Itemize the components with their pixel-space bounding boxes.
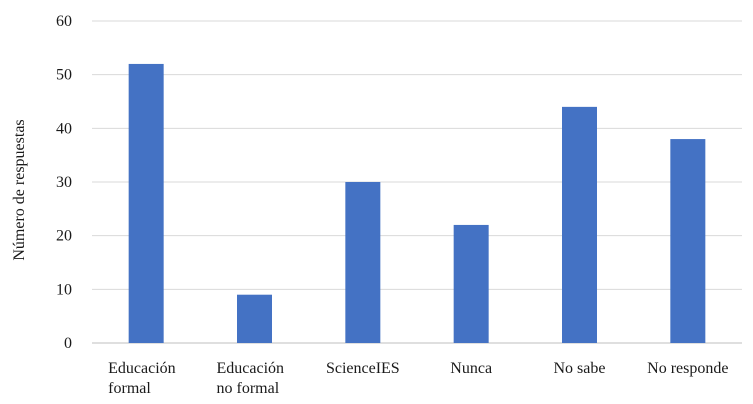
x-category-label-line: Educación <box>217 360 285 377</box>
y-axis-title: Número de respuestas <box>11 119 28 260</box>
y-tick-label: 50 <box>56 67 72 84</box>
x-category-label: Educación no formal <box>217 360 285 397</box>
y-tick-label: 40 <box>56 120 72 137</box>
bar <box>562 106 597 343</box>
x-category-label: ScienceIES <box>326 360 400 377</box>
y-tick-label: 30 <box>56 174 72 191</box>
x-category-label: Educación formal <box>108 360 176 397</box>
x-category-label-line: ScienceIES <box>326 360 400 377</box>
x-category-label: No sabe <box>554 360 606 377</box>
y-axis-ticks: 0 10 20 30 40 50 60 <box>56 13 72 352</box>
x-category-label: Nunca <box>450 360 492 377</box>
bar <box>345 182 381 343</box>
x-category-label: No responde <box>647 360 728 377</box>
x-category-label-line: No responde <box>647 360 728 377</box>
x-axis-categories: Educación formal Educación no formal Science… <box>108 360 728 397</box>
bars <box>128 63 706 343</box>
x-category-label-line: formal <box>108 380 151 397</box>
x-category-label-line: Nunca <box>450 360 492 377</box>
y-tick-label: 10 <box>56 281 72 298</box>
x-category-label-line: no formal <box>217 380 280 397</box>
gridlines <box>92 20 742 344</box>
y-tick-label: 60 <box>56 13 72 30</box>
x-category-label-line: Educación <box>108 360 176 377</box>
bar <box>237 294 272 343</box>
y-tick-label: 0 <box>64 335 72 352</box>
bar <box>453 224 489 343</box>
bar <box>670 139 706 343</box>
y-tick-label: 20 <box>56 228 72 245</box>
bar <box>128 63 164 343</box>
x-category-label-line: No sabe <box>554 360 606 377</box>
